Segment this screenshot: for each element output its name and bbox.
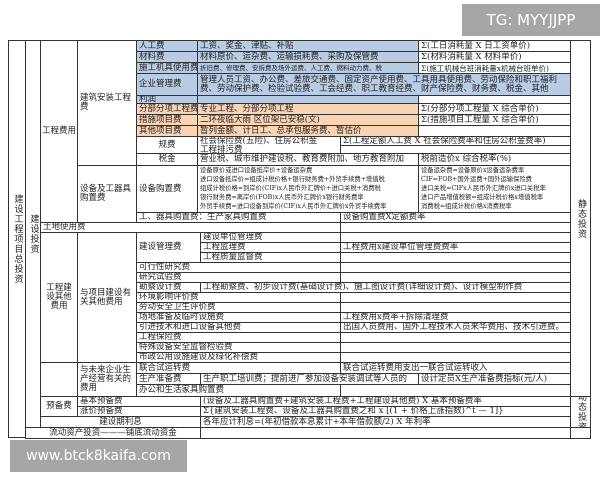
formula-line: 进口产品增值税额=组成计税价格x增值税率 xyxy=(421,194,544,201)
equipment-formula: 设备运杂费=设备原价x设备运杂费率 CIF=FOB+国外运费+国外运输保险费进口关… xyxy=(418,165,571,213)
management-name: 建设管理费 xyxy=(136,232,201,263)
item-desc: 管理人员工资、办公费、差旅交通费、固定资产使用费、工具用具使用费、劳动保险和职工… xyxy=(197,73,571,96)
desc-line: 银行财务费=离岸价(FOB)x人民币外汇牌价x银行财务费率 xyxy=(200,194,364,201)
equipment-desc: 设备原价或进口设备抵岸价+设备运杂费进口设备抵岸价=组成计税价格+银行财务费+外… xyxy=(197,165,419,213)
item-name: 企业管理费 xyxy=(136,73,198,96)
watermark-top: TG: MYYJJPP xyxy=(462,4,600,36)
desc-line: 组成计税价格=到岸价(CIF)x人民币外汇牌价+进口关税+消费税 xyxy=(200,185,381,192)
desc-line: 社会保险费(五险)、住房公积金 xyxy=(200,136,318,146)
desc-line: 设备原价或进口设备抵岸价+设备运杂费 xyxy=(200,167,313,174)
equipment-purchase-label: 设备及工器具购置费 xyxy=(77,165,137,223)
future-related-label: 与未来企业生产经营有关的费用 xyxy=(77,362,137,397)
desc-line: 工程排污费 xyxy=(200,145,243,154)
building-install-label: 建筑安装工程费 xyxy=(77,40,137,166)
formula-line: 消费税=组成计税价格x消费税率 xyxy=(421,203,512,210)
formula-line: 进口关税=CIFx人民币外汇牌价x进口关税率 xyxy=(421,185,546,192)
formula-line: 设备运杂费=设备原价x设备运杂费率 xyxy=(421,167,525,174)
engineering-cost-label: 工程费用 xyxy=(40,40,78,223)
other-cost-label: 工程建设其他费用 xyxy=(40,232,78,363)
watermark-bottom: www.btck8kaifa.com xyxy=(10,440,187,472)
working-capital-formula xyxy=(200,427,571,439)
item-desc: 社会保险费(五险)、住房公积金 工程排污费 xyxy=(197,136,341,154)
reserve-label: 预备费 xyxy=(40,396,78,417)
item-name: 规费 xyxy=(136,136,198,154)
desc-line: 外贸手续费=进口设备到岸价(CIF)x人民币外汇牌价x外贸手续费率 xyxy=(200,203,387,210)
formula-line: CIF=FOB+国外运费+国外运输保险费 xyxy=(421,176,532,183)
dynamic-investment-label: 动态投资 xyxy=(570,396,591,428)
static-investment-label: 静态投资 xyxy=(570,40,591,397)
working-capital-label: 流动资产投资———铺底流动资金 xyxy=(25,427,201,439)
construction-investment-label: 建设投资 xyxy=(25,40,41,428)
blank-cell xyxy=(570,427,591,439)
total-investment-label: 建设工程项目总投资 xyxy=(8,40,26,438)
project-related-label: 与项目建设有关其他费用 xyxy=(77,232,137,363)
equipment-name: 设备购置费 xyxy=(136,165,198,213)
desc-line: 进口设备抵岸价=组成计税价格+银行财务费+外贸手续费+增值税 xyxy=(200,176,385,183)
